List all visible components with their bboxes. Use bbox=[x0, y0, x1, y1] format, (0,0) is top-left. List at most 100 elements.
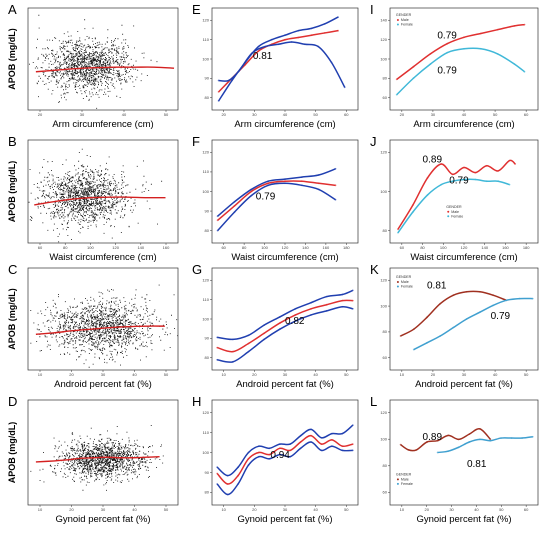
series-point bbox=[452, 294, 455, 297]
y-tick-label: 80 bbox=[383, 329, 388, 334]
series-point bbox=[429, 53, 432, 55]
series-point bbox=[399, 443, 402, 446]
y-tick-label: 110 bbox=[203, 297, 210, 302]
series-point bbox=[258, 451, 260, 454]
series-point bbox=[341, 449, 344, 452]
y-tick-label: 90 bbox=[205, 470, 210, 475]
panel-letter: K bbox=[370, 262, 379, 277]
series-point bbox=[341, 305, 344, 308]
series-point bbox=[226, 474, 229, 477]
x-tick-label: 10 bbox=[400, 372, 405, 377]
series-point bbox=[412, 328, 415, 331]
x-tick-label: 40 bbox=[474, 507, 479, 512]
x-tick-label: 50 bbox=[524, 372, 529, 377]
fit-line bbox=[35, 325, 165, 335]
series-point bbox=[397, 228, 399, 231]
series-point bbox=[351, 449, 354, 452]
series-point bbox=[426, 316, 428, 319]
x-tick-label: 100 bbox=[87, 245, 94, 250]
x-tick-label: 20 bbox=[221, 112, 226, 117]
series-point bbox=[426, 176, 429, 179]
series-point bbox=[278, 447, 281, 450]
x-tick-label: 160 bbox=[163, 245, 170, 250]
series-point bbox=[233, 200, 236, 203]
series-point bbox=[351, 289, 354, 292]
correlation-annotation: 0.89 bbox=[423, 155, 443, 166]
series-point bbox=[310, 301, 312, 304]
series-point bbox=[474, 178, 477, 181]
x-axis-label: Arm circumference (cm) bbox=[52, 119, 153, 130]
series-line bbox=[437, 436, 533, 454]
plot-frame bbox=[211, 267, 359, 371]
y-axis-label: APOB (mg/dL) bbox=[7, 422, 17, 484]
legend-entry: Male bbox=[451, 210, 459, 214]
series-point bbox=[341, 293, 344, 296]
series-point bbox=[463, 47, 465, 50]
correlation-annotation: 0.79 bbox=[256, 192, 276, 203]
series-point bbox=[451, 180, 454, 183]
series-point bbox=[216, 346, 219, 349]
scatter-point bbox=[29, 14, 158, 109]
series-point bbox=[263, 338, 265, 341]
series-line bbox=[217, 305, 353, 363]
x-tick-label: 60 bbox=[524, 112, 529, 117]
panel-e: E Arm circumference (cm) 20 30 40 50 60 80 90 100… bbox=[192, 2, 359, 130]
series-point bbox=[300, 184, 303, 187]
series-point bbox=[399, 335, 402, 337]
y-tick-label: 80 bbox=[205, 95, 210, 100]
series-line bbox=[217, 289, 354, 341]
series-point bbox=[247, 451, 250, 454]
series-point bbox=[310, 34, 313, 37]
series-point bbox=[496, 53, 499, 55]
series-point bbox=[523, 70, 526, 73]
x-axis-label: Arm circumference (cm) bbox=[413, 119, 514, 130]
series-point bbox=[337, 16, 339, 18]
series-point bbox=[317, 182, 320, 185]
series-point bbox=[510, 437, 513, 439]
series-point bbox=[395, 78, 398, 81]
panel-d: D Gynoid percent fat (%) APOB (mg/dL) 10 20 3… bbox=[7, 394, 179, 525]
y-tick-label: 100 bbox=[202, 189, 209, 194]
series-point bbox=[237, 466, 240, 469]
series-point bbox=[310, 314, 312, 316]
x-tick-label: 120 bbox=[112, 245, 119, 250]
series-point bbox=[426, 194, 429, 196]
x-tick-label: 40 bbox=[132, 372, 137, 377]
series-point bbox=[217, 79, 220, 82]
y-tick-label: 110 bbox=[203, 169, 210, 174]
panel-i: I Arm circumference (cm) 20 30 40 50 60 60 80 100… bbox=[370, 2, 539, 130]
panel-letter: L bbox=[370, 394, 377, 409]
x-tick-label: 10 bbox=[221, 507, 226, 512]
series-point bbox=[226, 493, 229, 496]
series-line bbox=[218, 16, 339, 102]
x-tick-label: 20 bbox=[38, 112, 43, 117]
series-point bbox=[411, 211, 414, 214]
series-point bbox=[479, 428, 481, 430]
series-point bbox=[468, 441, 471, 443]
correlation-annotation: 0.81 bbox=[427, 280, 447, 291]
x-tick-label: 60 bbox=[344, 112, 349, 117]
series-point bbox=[284, 178, 286, 181]
panel-letter: I bbox=[370, 2, 374, 17]
series-point bbox=[463, 166, 465, 169]
series-point bbox=[351, 307, 354, 310]
series-point bbox=[397, 231, 399, 234]
x-tick-label: 30 bbox=[252, 112, 257, 117]
series-point bbox=[278, 443, 281, 445]
series-point bbox=[457, 438, 460, 441]
x-axis-label: Android percent fat (%) bbox=[54, 379, 152, 390]
series-point bbox=[320, 449, 323, 452]
panel-a: A Arm circumference (cm) APOB (mg/dL) 20 30 4… bbox=[7, 2, 179, 130]
panel-letter: E bbox=[192, 2, 201, 17]
series-point bbox=[232, 338, 234, 341]
correlation-annotation: 0.82 bbox=[285, 316, 305, 327]
x-tick-label: 40 bbox=[462, 112, 467, 117]
series-point bbox=[500, 437, 502, 439]
series-point bbox=[216, 229, 219, 232]
x-tick-label: 160 bbox=[502, 245, 509, 250]
panel-f: F Waist circumference (cm) 60 80 100 120 140 16… bbox=[192, 134, 359, 263]
series-line bbox=[400, 428, 491, 452]
series-point bbox=[341, 432, 344, 435]
x-tick-label: 60 bbox=[221, 245, 226, 250]
correlation-annotation: 0.81 bbox=[467, 459, 487, 470]
